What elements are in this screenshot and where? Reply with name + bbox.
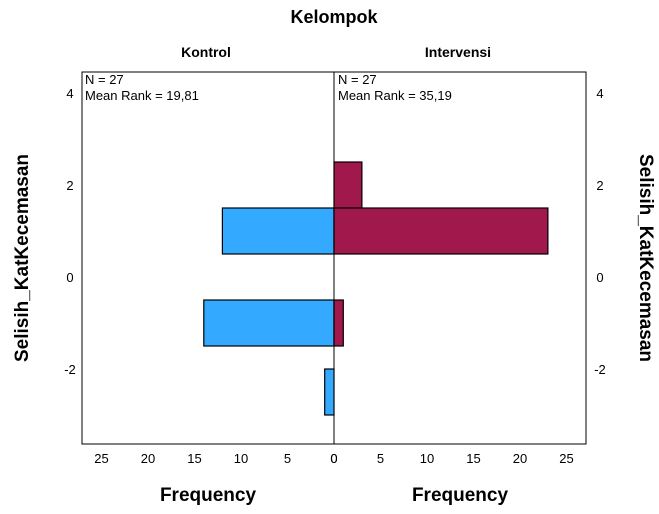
x-tick-left-0: 25 (94, 451, 108, 466)
intervensi-n-label: N = 27 (338, 72, 377, 87)
x-axis-title-right: Frequency (412, 485, 509, 506)
kontrol-n-label: N = 27 (85, 72, 124, 87)
chart-title: Kelompok (290, 7, 378, 27)
x-tick-right-1: 5 (377, 451, 384, 466)
kontrol-mean-rank-label: Mean Rank = 19,81 (85, 88, 199, 103)
intervensi-bar-0 (333, 161, 363, 209)
intervensi-mean-rank-label: Mean Rank = 35,19 (338, 88, 452, 103)
y-axis-title-right: Selisih_KatKecemasan (635, 154, 656, 362)
panel-title-intervensi: Intervensi (425, 44, 491, 60)
y-tick-right-1: 2 (596, 178, 603, 193)
x-axis-title-left: Frequency (160, 485, 257, 506)
y-axis-title-left: Selisih_KatKecemasan (12, 154, 33, 362)
y-tick-left-3: -2 (64, 362, 76, 377)
x-tick-labels: 25 20 15 10 5 00 5 10 15 20 25 (94, 451, 573, 466)
kontrol-bar-1 (203, 299, 335, 347)
x-tick-right-0: 0 (330, 451, 337, 466)
kontrol-bar-2 (324, 368, 335, 416)
y-tick-labels: 4 4 2 2 0 0 -2 -2 (64, 86, 606, 377)
x-tick-left-3: 10 (234, 451, 248, 466)
y-tick-left-1: 2 (66, 178, 73, 193)
panel-title-kontrol: Kontrol (181, 44, 231, 60)
x-tick-left-1: 20 (141, 451, 155, 466)
x-tick-left-2: 15 (187, 451, 201, 466)
y-tick-right-3: -2 (594, 362, 606, 377)
y-tick-right-2: 0 (596, 270, 603, 285)
intervensi-bar-1 (333, 207, 549, 255)
x-tick-left-4: 5 (284, 451, 291, 466)
bars-group (203, 161, 549, 416)
y-tick-left-2: 0 (66, 270, 73, 285)
y-tick-right-0: 4 (596, 86, 603, 101)
x-tick-left-5: 0 (330, 451, 337, 466)
kontrol-bar-0 (221, 207, 335, 255)
intervensi-bar-2 (333, 299, 344, 347)
x-tick-right-2: 10 (420, 451, 434, 466)
x-tick-right-4: 20 (513, 451, 527, 466)
y-tick-left-0: 4 (66, 86, 73, 101)
x-tick-right-3: 15 (466, 451, 480, 466)
x-tick-right-5: 25 (559, 451, 573, 466)
